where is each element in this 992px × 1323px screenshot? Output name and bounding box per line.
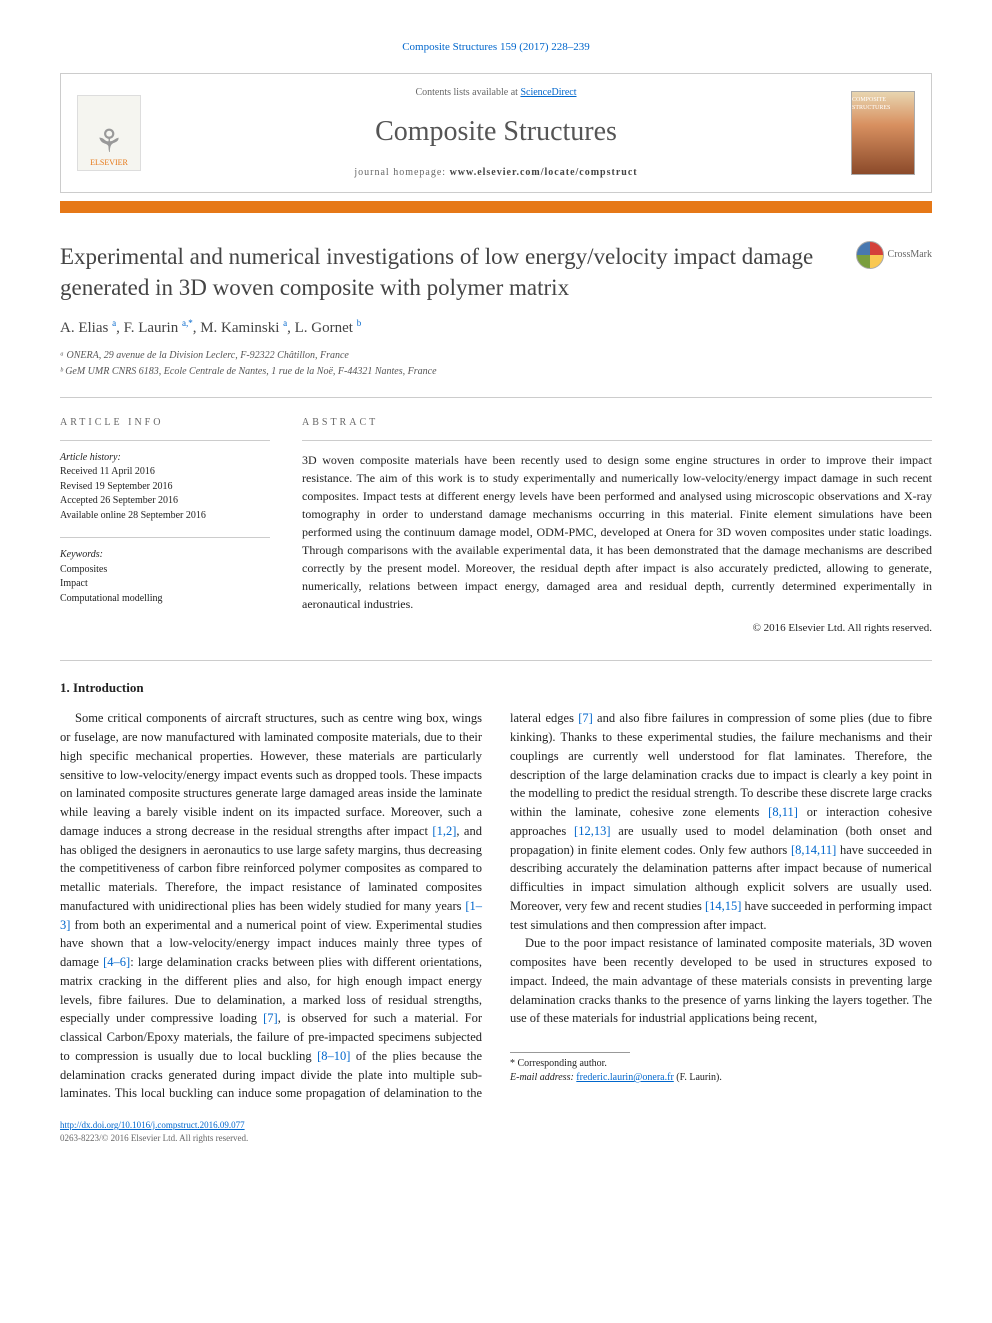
email-line: E-mail address: frederic.laurin@onera.fr… (510, 1071, 932, 1085)
article-info-column: article info Article history: Received 1… (60, 416, 270, 636)
intro-para-2: Due to the poor impact resistance of lam… (510, 934, 932, 1028)
ref-12-13[interactable]: [12,13] (574, 824, 610, 838)
article-info-heading: article info (60, 416, 270, 430)
history-label: Article history: (60, 451, 270, 466)
keyword-3: Computational modelling (60, 592, 270, 607)
email-suffix: (F. Laurin). (674, 1072, 722, 1083)
affiliation-b: ᵇ GeM UMR CNRS 6183, Ecole Centrale de N… (60, 365, 932, 379)
abstract-copyright: © 2016 Elsevier Ltd. All rights reserved… (302, 621, 932, 636)
issn-copyright: 0263-8223/© 2016 Elsevier Ltd. All right… (60, 1133, 248, 1143)
ref-7b[interactable]: [7] (578, 711, 593, 725)
elsevier-logo-text: ELSEVIER (90, 157, 128, 168)
divider-2 (60, 660, 932, 661)
keywords-label: Keywords: (60, 548, 270, 563)
journal-header: ⚘ ELSEVIER Contents lists available at S… (60, 73, 932, 192)
history-online: Available online 28 September 2016 (60, 509, 270, 524)
crossmark-icon (856, 241, 884, 269)
journal-cover-thumb: COMPOSITE STRUCTURES (851, 91, 915, 175)
divider (60, 397, 932, 398)
article-history: Article history: Received 11 April 2016 … (60, 451, 270, 524)
crossmark-badge[interactable]: CrossMark (856, 241, 932, 269)
history-accepted: Accepted 26 September 2016 (60, 494, 270, 509)
abstract-column: abstract 3D woven composite materials ha… (302, 416, 932, 636)
ref-8-11[interactable]: [8,11] (768, 805, 798, 819)
abstract-heading: abstract (302, 416, 932, 430)
intro-para-1: Some critical components of aircraft str… (60, 709, 932, 1103)
ref-8-10[interactable]: [8–10] (317, 1049, 350, 1063)
corresponding-author-note: * Corresponding author. (510, 1057, 932, 1071)
ref-14-15[interactable]: [14,15] (705, 899, 741, 913)
elsevier-logo: ⚘ ELSEVIER (77, 95, 141, 171)
affiliation-a: ᵃ ONERA, 29 avenue de la Division Lecler… (60, 349, 932, 363)
crossmark-label: CrossMark (888, 248, 932, 262)
intro-heading: 1. Introduction (60, 679, 932, 697)
sciencedirect-link[interactable]: ScienceDirect (520, 87, 576, 98)
keywords-block: Keywords: Composites Impact Computationa… (60, 548, 270, 606)
bottom-bar: http://dx.doi.org/10.1016/j.compstruct.2… (60, 1119, 932, 1144)
footnote-rule (510, 1052, 630, 1053)
homepage-url[interactable]: www.elsevier.com/locate/compstruct (450, 167, 638, 178)
article-title: Experimental and numerical investigation… (60, 241, 836, 303)
journal-name: Composite Structures (157, 112, 835, 151)
homepage-label: journal homepage: (354, 167, 449, 178)
intro-body: Some critical components of aircraft str… (60, 709, 932, 1103)
elsevier-tree-icon: ⚘ (95, 125, 124, 157)
email-label: E-mail address: (510, 1072, 576, 1083)
abstract-text: 3D woven composite materials have been r… (302, 451, 932, 613)
ref-1-2[interactable]: [1,2] (432, 824, 456, 838)
ref-4-6[interactable]: [4–6] (103, 955, 130, 969)
keyword-1: Composites (60, 563, 270, 578)
history-received: Received 11 April 2016 (60, 465, 270, 480)
history-revised: Revised 19 September 2016 (60, 480, 270, 495)
accent-bar (60, 201, 932, 213)
ref-7[interactable]: [7] (263, 1011, 278, 1025)
authors-line: A. Elias a, F. Laurin a,*, M. Kaminski a… (60, 317, 932, 339)
email-link[interactable]: frederic.laurin@onera.fr (576, 1072, 674, 1083)
affiliations: ᵃ ONERA, 29 avenue de la Division Lecler… (60, 349, 932, 379)
journal-homepage-line: journal homepage: www.elsevier.com/locat… (157, 166, 835, 180)
contents-prefix: Contents lists available at (415, 87, 520, 98)
keyword-2: Impact (60, 577, 270, 592)
journal-reference: Composite Structures 159 (2017) 228–239 (60, 40, 932, 55)
doi-link[interactable]: http://dx.doi.org/10.1016/j.compstruct.2… (60, 1120, 245, 1130)
thumb-title: COMPOSITE STRUCTURES (852, 96, 914, 113)
ref-8-14-11[interactable]: [8,14,11] (791, 843, 836, 857)
contents-available-line: Contents lists available at ScienceDirec… (157, 86, 835, 100)
